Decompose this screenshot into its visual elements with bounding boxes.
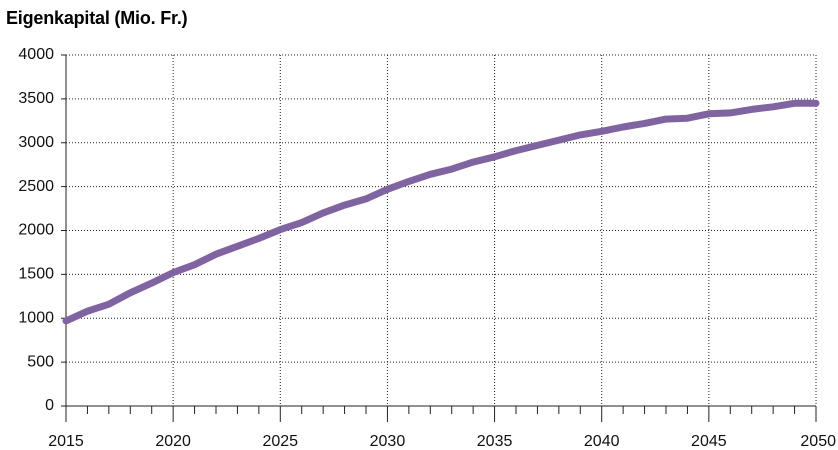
y-tick-label: 4000 [18, 46, 54, 63]
x-tick-label: 2025 [262, 433, 298, 450]
x-tick-label: 2030 [370, 433, 406, 450]
y-tick-label: 3500 [18, 90, 54, 107]
y-tick-label: 2500 [18, 178, 54, 195]
y-tick-label: 500 [27, 353, 54, 370]
series-line [62, 99, 820, 325]
x-tick-label: 2015 [48, 433, 84, 450]
x-tick-label: 2050 [800, 433, 836, 450]
y-tick-label: 2000 [18, 222, 54, 239]
y-tick-label: 1000 [18, 309, 54, 326]
x-tick-label: 2035 [477, 433, 513, 450]
x-tick-label: 2020 [155, 433, 191, 450]
x-tick-label: 2040 [584, 433, 620, 450]
x-tick-label: 2045 [691, 433, 727, 450]
y-tick-label: 1500 [18, 266, 54, 283]
y-tick-label: 0 [45, 397, 54, 414]
chart-title: Eigenkapital (Mio. Fr.) [6, 8, 188, 28]
y-tick-label: 3000 [18, 134, 54, 151]
